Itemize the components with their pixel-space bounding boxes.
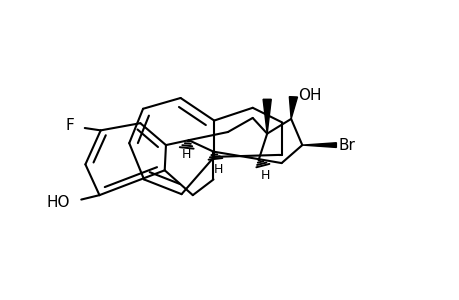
Polygon shape: [263, 99, 271, 134]
Text: Br: Br: [338, 138, 355, 153]
Text: H: H: [213, 164, 222, 176]
Text: OH: OH: [297, 88, 321, 103]
Polygon shape: [302, 143, 336, 147]
Text: F: F: [66, 118, 74, 134]
Text: HO: HO: [46, 195, 70, 210]
Text: H: H: [181, 148, 190, 160]
Polygon shape: [289, 97, 297, 119]
Text: H: H: [260, 169, 270, 182]
